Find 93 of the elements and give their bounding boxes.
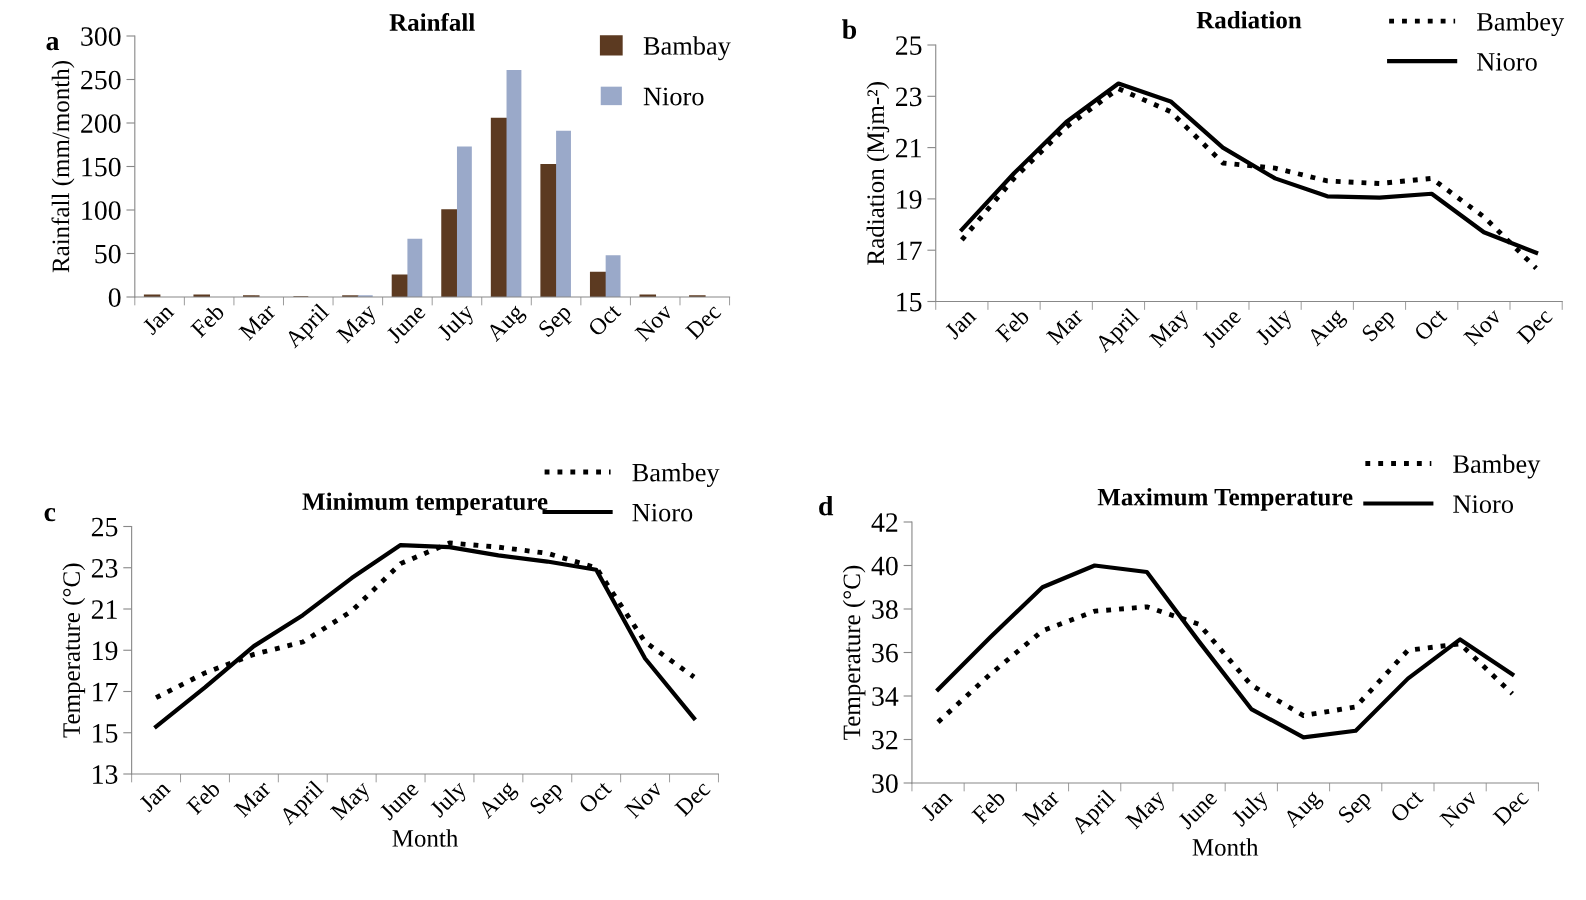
- y-axis-title: Radiation (Mjm-²): [866, 82, 890, 265]
- y-tick-label: 38: [872, 600, 898, 619]
- x-tick-label: Feb: [185, 779, 222, 816]
- x-tick-label: Mar: [1022, 788, 1061, 827]
- legend-label: Nioro: [632, 503, 693, 522]
- x-tick-label: June: [378, 780, 420, 821]
- x-tick-label: Oct: [577, 779, 613, 815]
- y-tick-label: 0: [108, 288, 121, 307]
- text: a: [46, 37, 60, 51]
- y-tick-label: 23: [91, 558, 118, 578]
- x-tick-label: Feb: [970, 788, 1007, 825]
- y-tick-label: 21: [91, 600, 117, 619]
- x-tick-label: May: [1148, 307, 1194, 352]
- y-tick-label: 23: [895, 87, 922, 107]
- x-tick-label: Mar: [1045, 307, 1085, 346]
- chart-title: Maximum Temperature: [1097, 487, 1353, 511]
- x-tick-label: Dec: [684, 303, 722, 341]
- x-tick-label: June: [385, 303, 427, 344]
- x-tick-label: Oct: [587, 302, 622, 338]
- x-tick-label: Mar: [233, 779, 272, 818]
- x-tick-label: June: [1177, 789, 1218, 830]
- y-tick-label: 19: [897, 190, 922, 209]
- y-tick-label: 100: [82, 201, 121, 220]
- y-tick-label: 250: [81, 70, 121, 90]
- y-axis-title: Temperature (°C): [62, 563, 86, 738]
- chart-title: Minimum temperature: [302, 492, 548, 516]
- y-tick-label: 40: [871, 556, 898, 576]
- x-tick-label: Dec: [1492, 789, 1530, 827]
- y-tick-label: 15: [897, 292, 922, 312]
- x-tick-label: Aug: [1306, 307, 1349, 351]
- x-tick-label: Jan: [944, 307, 977, 341]
- y-tick-label: 50: [95, 244, 121, 264]
- x-tick-label: May: [329, 779, 375, 825]
- y-tick-label: 19: [93, 641, 118, 661]
- y-tick-label: 300: [81, 27, 121, 46]
- x-tick-label: July: [428, 778, 471, 822]
- x-tick-label: Nov: [624, 779, 664, 819]
- legend-label: Nioro: [1477, 52, 1537, 71]
- x-tick-label: May: [1125, 788, 1170, 834]
- x-tick-label: June: [1201, 307, 1242, 349]
- y-tick-label: 17: [93, 682, 118, 702]
- x-tick-label: Feb: [189, 302, 226, 339]
- y-tick-label: 30: [872, 774, 898, 793]
- y-tick-label: 13: [93, 765, 118, 784]
- x-tick-label: Sep: [528, 780, 567, 818]
- x-tick-label: Sep: [1361, 307, 1399, 346]
- legend-label: Bambey: [632, 462, 720, 487]
- y-tick-label: 25: [895, 36, 922, 55]
- x-tick-label: July: [1230, 787, 1273, 831]
- x-tick-label: Jan: [920, 788, 954, 822]
- y-tick-label: 15: [93, 724, 118, 743]
- y-tick-label: 200: [81, 114, 121, 133]
- legend-label: Bambay: [643, 36, 731, 61]
- chart-title: Radiation: [1196, 10, 1302, 29]
- y-axis-title: Rainfall (mm/month): [51, 61, 75, 273]
- x-tick-label: Oct: [1389, 788, 1425, 824]
- x-tick-label: Dec: [674, 780, 712, 818]
- x-tick-label: Nov: [1463, 307, 1503, 347]
- x-tick-label: Jan: [141, 302, 175, 336]
- y-tick-label: 25: [91, 517, 118, 537]
- legend-label: Nioro: [1453, 495, 1514, 513]
- x-tick-label: Oct: [1413, 306, 1448, 342]
- chart-title: Rainfall: [389, 13, 475, 31]
- x-tick-label: July: [1253, 306, 1297, 350]
- x-tick-label: May: [336, 302, 381, 348]
- text: c: [44, 507, 56, 522]
- x-tick-label: Mar: [238, 302, 277, 341]
- x-tick-label: Sep: [537, 303, 576, 341]
- y-tick-label: 150: [82, 157, 121, 177]
- x-tick-label: Nov: [634, 302, 674, 342]
- x-tick-label: Sep: [1337, 789, 1376, 827]
- legend-label: Bambey: [1477, 12, 1565, 37]
- y-tick-label: 32: [872, 730, 898, 750]
- x-tick-label: Aug: [1282, 788, 1326, 832]
- x-tick-label: Feb: [994, 307, 1031, 343]
- x-tick-label: Aug: [477, 779, 521, 823]
- x-tick-label: Aug: [485, 302, 529, 346]
- text: b: [842, 19, 857, 39]
- x-tick-label: Jan: [138, 779, 172, 813]
- y-tick-label: 42: [871, 513, 898, 532]
- y-tick-label: 17: [897, 241, 922, 260]
- x-tick-label: Nov: [1439, 788, 1479, 828]
- x-tick-label: July: [435, 301, 479, 345]
- text: d: [819, 495, 834, 516]
- y-tick-label: 36: [872, 643, 898, 663]
- x-tick-label: Dec: [1516, 307, 1554, 345]
- x-axis-title: Month: [392, 829, 459, 847]
- x-axis-title: Month: [1192, 838, 1259, 856]
- y-axis-title: Temperature (°C): [842, 565, 866, 740]
- y-tick-label: 34: [872, 687, 899, 706]
- legend-label: Nioro: [643, 87, 704, 106]
- legend-label: Bambey: [1453, 454, 1541, 479]
- y-tick-label: 21: [895, 138, 921, 158]
